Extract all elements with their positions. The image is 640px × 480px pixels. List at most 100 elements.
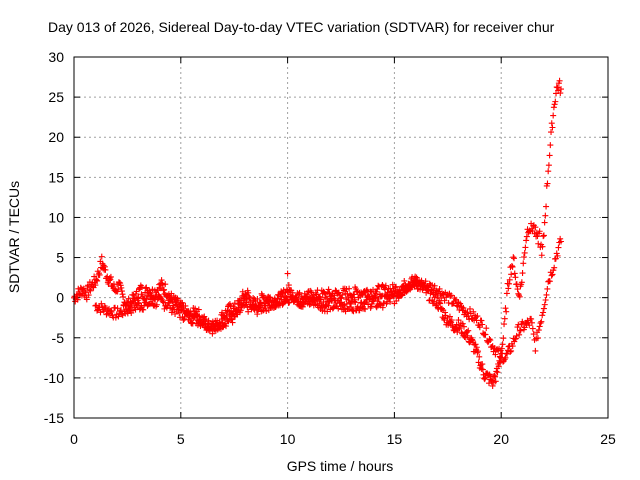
data-point — [107, 276, 114, 283]
data-point — [108, 308, 115, 315]
data-point — [82, 289, 89, 296]
data-point — [245, 289, 252, 296]
data-point — [264, 297, 271, 304]
x-tick-label: 15 — [387, 431, 403, 447]
data-point — [362, 292, 369, 299]
data-point — [549, 124, 556, 131]
data-point — [552, 98, 559, 105]
data-point — [289, 289, 296, 296]
data-point — [250, 294, 257, 301]
data-point — [308, 289, 315, 296]
data-point — [502, 354, 509, 361]
data-point — [546, 152, 553, 159]
data-point — [557, 235, 564, 242]
data-point — [460, 323, 467, 330]
data-point — [325, 286, 332, 293]
data-point — [437, 300, 444, 307]
data-point — [515, 321, 522, 328]
data-point — [459, 320, 466, 327]
data-point — [503, 308, 510, 315]
data-point — [228, 316, 235, 323]
data-point — [501, 315, 508, 322]
data-point — [195, 306, 202, 313]
data-point — [532, 224, 539, 231]
data-point — [500, 335, 507, 342]
data-point — [442, 309, 449, 316]
data-point — [379, 304, 386, 311]
data-point — [491, 372, 498, 379]
data-point — [125, 303, 132, 310]
data-point — [181, 315, 188, 322]
y-tick-label: -15 — [44, 410, 64, 426]
x-tick-label: 10 — [280, 431, 296, 447]
data-point — [397, 289, 404, 296]
data-point — [274, 295, 281, 302]
data-point — [277, 293, 284, 300]
data-point — [535, 240, 542, 247]
data-point — [434, 304, 441, 311]
data-point — [80, 285, 87, 292]
data-point — [475, 348, 482, 355]
data-point — [433, 301, 440, 308]
data-point — [542, 297, 549, 304]
data-point — [486, 336, 493, 343]
data-point — [129, 307, 136, 314]
data-point — [237, 307, 244, 314]
data-point — [540, 305, 547, 312]
data-point — [543, 291, 550, 298]
data-point — [330, 295, 337, 302]
data-point — [548, 129, 555, 136]
data-point — [112, 314, 119, 321]
y-tick-label: -10 — [44, 370, 64, 386]
data-point — [311, 295, 318, 302]
data-point — [464, 332, 471, 339]
data-point — [115, 286, 122, 293]
data-point — [98, 253, 105, 260]
data-point — [267, 294, 274, 301]
data-point — [523, 233, 530, 240]
data-point — [489, 382, 496, 389]
data-point — [393, 283, 400, 290]
data-point — [535, 327, 542, 334]
y-tick-label: 20 — [48, 129, 64, 145]
data-point — [192, 312, 199, 319]
data-point — [285, 282, 292, 289]
data-point — [339, 291, 346, 298]
data-point — [344, 290, 351, 297]
data-point — [493, 368, 500, 375]
data-point — [222, 323, 229, 330]
data-point — [365, 293, 372, 300]
data-point — [119, 291, 126, 298]
y-tick-label: 25 — [48, 89, 64, 105]
data-point — [473, 344, 480, 351]
data-point — [212, 327, 219, 334]
data-point — [511, 255, 518, 262]
data-point — [382, 282, 389, 289]
data-point — [529, 325, 536, 332]
data-point — [550, 104, 557, 111]
data-point — [536, 228, 543, 235]
chart-title: Day 013 of 2026, Sidereal Day-to-day VTE… — [48, 19, 555, 35]
data-point — [448, 319, 455, 326]
data-point — [279, 301, 286, 308]
data-point — [488, 344, 495, 351]
data-point — [539, 312, 546, 319]
data-point — [301, 290, 308, 297]
data-point — [508, 271, 515, 278]
data-point — [556, 77, 563, 84]
data-point — [94, 307, 101, 314]
data-point — [93, 277, 100, 284]
data-point — [539, 243, 546, 250]
data-point — [106, 311, 113, 318]
data-point — [227, 315, 234, 322]
data-point — [503, 290, 510, 297]
data-point — [511, 270, 518, 277]
data-point — [547, 142, 554, 149]
data-point — [245, 308, 252, 315]
data-point — [117, 307, 124, 314]
data-point — [468, 336, 475, 343]
data-point — [551, 264, 558, 271]
data-point — [508, 262, 515, 269]
